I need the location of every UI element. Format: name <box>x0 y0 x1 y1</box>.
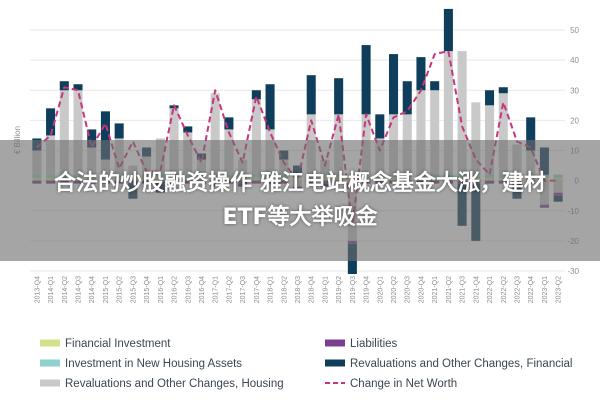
x-axis: 2013-Q4 2014-Q1 2014-Q2 2014-Q3 2014-Q4 2015-… <box>34 276 562 303</box>
x-tick-label: 2016-Q2 <box>172 276 179 303</box>
x-tick-label: 2018-Q4 <box>309 276 316 303</box>
x-tick-label: 2015-Q3 <box>130 276 137 303</box>
x-tick-label: 2018-Q2 <box>281 276 288 303</box>
bar-revaluations-and-other-changes-financial <box>526 117 536 151</box>
x-tick-label: 2022-Q1 <box>487 276 494 303</box>
bar-revaluations-and-other-changes-financial <box>443 8 453 52</box>
x-tick-label: 2013-Q4 <box>34 276 41 303</box>
bar-revaluations-and-other-changes-housing <box>443 51 453 175</box>
y-tick-label: 50 <box>570 26 579 35</box>
bar-revaluations-and-other-changes-financial <box>87 129 97 148</box>
bar-revaluations-and-other-changes-financial <box>388 54 399 115</box>
legend-label-financial-investment: Financial Investment <box>65 338 171 350</box>
y-tick-label: -30 <box>567 267 579 276</box>
bar-revaluations-and-other-changes-financial <box>430 81 440 91</box>
x-tick-label: 2016-Q4 <box>199 276 206 303</box>
x-tick-label: 2017-Q2 <box>226 276 233 303</box>
bar-revaluations-and-other-changes-financial <box>402 81 412 115</box>
x-tick-label: 2021-Q4 <box>473 276 480 303</box>
x-tick-label: 2018-Q3 <box>295 276 302 303</box>
legend-label-investment-in-new-housing-assets: Investment in New Housing Assets <box>65 358 242 370</box>
x-tick-label: 2022-Q4 <box>528 276 535 303</box>
bar-revaluations-and-other-changes-housing <box>498 93 508 175</box>
x-tick-label: 2020-Q2 <box>391 276 398 303</box>
bar-revaluations-and-other-changes-financial <box>361 45 371 115</box>
bar-revaluations-and-other-changes-housing <box>485 105 495 175</box>
bar-revaluations-and-other-changes-housing <box>430 90 440 175</box>
x-tick-label: 2022-Q3 <box>514 276 521 303</box>
legend-swatch-financial-investment <box>40 339 60 347</box>
bar-revaluations-and-other-changes-financial <box>251 90 261 100</box>
bar-revaluations-and-other-changes-financial <box>306 75 316 115</box>
legend-label-liabilities: Liabilities <box>350 338 398 350</box>
legend-swatch-investment-in-new-housing-assets <box>40 359 60 367</box>
bar-revaluations-and-other-changes-financial <box>59 81 69 91</box>
x-tick-label: 2015-Q1 <box>103 276 110 303</box>
x-tick-label: 2014-Q4 <box>89 276 96 303</box>
y-tick-label: 30 <box>570 86 579 95</box>
bar-revaluations-and-other-changes-financial <box>416 57 426 91</box>
banner-line-1: 合法的炒股融资操作 雅江电站概念基金大涨，建材 <box>54 170 546 196</box>
x-tick-label: 2015-Q2 <box>117 276 124 303</box>
bar-revaluations-and-other-changes-housing <box>251 99 261 175</box>
bar-revaluations-and-other-changes-housing <box>210 93 220 175</box>
x-tick-label: 2021-Q1 <box>432 276 439 303</box>
legend-label-revaluations-and-other-changes-housing: Revaluations and Other Changes, Housing <box>65 378 284 390</box>
bar-revaluations-and-other-changes-housing <box>471 102 481 175</box>
bar-revaluations-and-other-changes-financial <box>224 117 234 130</box>
banner-line-2: ETF等大举吸金 <box>222 204 378 230</box>
x-tick-label: 2020-Q4 <box>418 276 425 303</box>
bar-revaluations-and-other-changes-financial <box>485 90 495 106</box>
x-tick-label: 2019-Q2 <box>336 276 343 303</box>
legend: Financial Investment Investment in New Ho… <box>40 338 572 390</box>
x-tick-label: 2023-Q2 <box>556 276 563 303</box>
x-tick-label: 2014-Q1 <box>48 276 55 303</box>
legend-label-change-in-net-worth: Change in Net Worth <box>350 378 457 390</box>
bar-revaluations-and-other-changes-financial <box>265 84 275 130</box>
bar-revaluations-and-other-changes-financial <box>498 87 508 94</box>
x-tick-label: 2019-Q1 <box>322 276 329 303</box>
bar-revaluations-and-other-changes-financial <box>46 108 56 136</box>
x-tick-label: 2014-Q2 <box>62 276 69 303</box>
y-tick-label: 40 <box>570 56 579 65</box>
x-tick-label: 2015-Q4 <box>144 276 151 303</box>
x-tick-label: 2017-Q3 <box>240 276 247 303</box>
bar-revaluations-and-other-changes-housing <box>457 51 467 175</box>
legend-label-revaluations-and-other-changes-financial: Revaluations and Other Changes, Financia… <box>350 358 572 370</box>
bar-revaluations-and-other-changes-financial <box>375 114 385 139</box>
bar-revaluations-and-other-changes-financial <box>334 78 344 115</box>
bar-revaluations-and-other-changes-housing <box>73 90 83 175</box>
x-tick-label: 2018-Q1 <box>268 276 275 303</box>
x-tick-label: 2017-Q4 <box>254 276 261 303</box>
x-tick-label: 2017-Q1 <box>213 276 220 303</box>
x-tick-label: 2020-Q3 <box>405 276 412 303</box>
bar-revaluations-and-other-changes-housing <box>59 90 69 175</box>
x-tick-label: 2023-Q1 <box>542 276 549 303</box>
x-tick-label: 2020-Q1 <box>377 276 384 303</box>
legend-swatch-revaluations-and-other-changes-financial <box>325 359 345 367</box>
overlay-banner: 合法的炒股融资操作 雅江电站概念基金大涨，建材 ETF等大举吸金 <box>0 140 600 261</box>
x-tick-label: 2014-Q3 <box>76 276 83 303</box>
x-tick-label: 2021-Q3 <box>460 276 467 303</box>
x-tick-label: 2016-Q1 <box>158 276 165 303</box>
y-tick-label: 20 <box>570 116 579 125</box>
bar-revaluations-and-other-changes-financial <box>100 111 110 160</box>
x-tick-label: 2016-Q3 <box>185 276 192 303</box>
x-tick-label: 2019-Q3 <box>350 276 357 303</box>
bar-revaluations-and-other-changes-housing <box>416 90 426 175</box>
bar-revaluations-and-other-changes-financial <box>114 123 124 139</box>
x-tick-label: 2022-Q2 <box>501 276 508 303</box>
x-tick-label: 2021-Q2 <box>446 276 453 303</box>
bar-revaluations-and-other-changes-financial <box>73 84 83 91</box>
legend-swatch-revaluations-and-other-changes-housing <box>40 379 60 387</box>
bar-revaluations-and-other-changes-financial <box>183 126 193 133</box>
legend-swatch-liabilities <box>325 339 345 347</box>
x-tick-label: 2019-Q4 <box>364 276 371 303</box>
